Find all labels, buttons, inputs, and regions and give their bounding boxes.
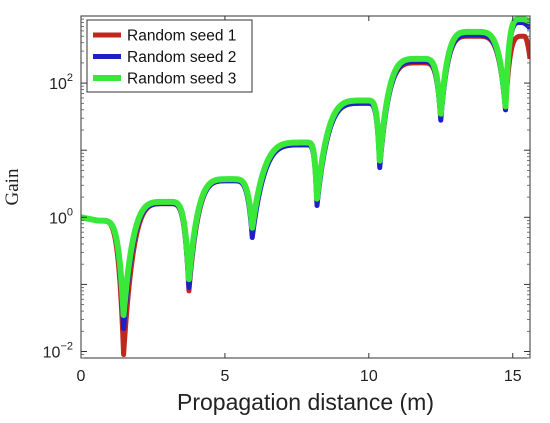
legend: Random seed 1 Random seed 2 Random seed 3 <box>86 19 253 93</box>
x-axis-label: Propagation distance (m) <box>177 389 434 415</box>
y-tick-label: 100 <box>49 206 73 227</box>
y-tick-label: 10−2 <box>43 340 73 361</box>
series-line-3 <box>81 16 530 318</box>
y-tick-base: 10 <box>49 210 67 227</box>
y-tick-base: 10 <box>43 344 61 361</box>
y-axis-label: Gain <box>2 168 23 205</box>
y-tick-base: 10 <box>49 76 67 93</box>
y-tick-exponent: 2 <box>67 72 73 84</box>
x-tick-label: 0 <box>77 368 86 385</box>
series-layer <box>81 16 530 358</box>
y-tick-exponent: −2 <box>60 340 73 352</box>
plot-frame <box>80 15 531 359</box>
x-tick-label: 5 <box>220 368 229 385</box>
legend-label-1: Random seed 1 <box>127 28 236 45</box>
x-tick-label: 15 <box>504 368 522 385</box>
legend-label-2: Random seed 2 <box>127 49 236 66</box>
legend-label-3: Random seed 3 <box>127 71 236 88</box>
x-tick-label: 10 <box>360 368 378 385</box>
y-tick-label: 102 <box>49 72 73 93</box>
y-tick-exponent: 0 <box>67 206 73 218</box>
